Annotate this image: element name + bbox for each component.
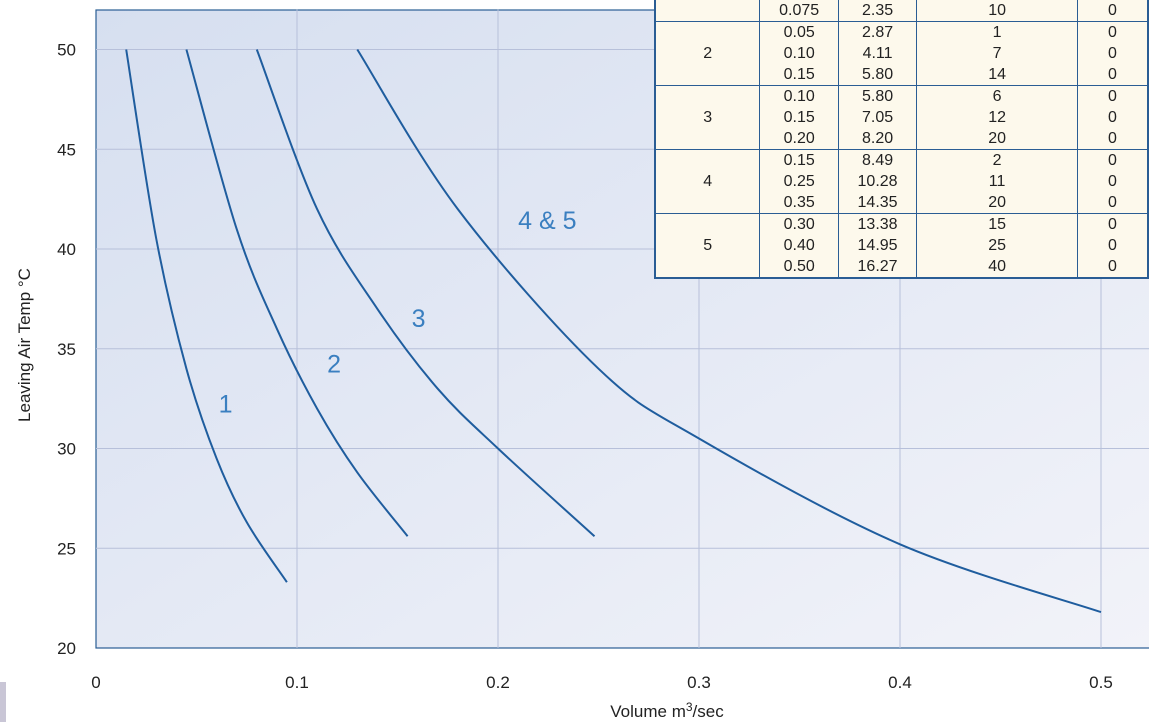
x-tick-label: 0.3 — [687, 673, 711, 692]
table-row: 2 0.05 2.87 1 0 — [654, 21, 1149, 86]
table-cell-rest: 0 — [1076, 213, 1149, 235]
table-cell-count: 6 — [916, 85, 1078, 107]
table-cell-count: 15 — [916, 213, 1078, 235]
table-cell-rest: 0 — [1076, 192, 1149, 214]
table-cell-count: 12 — [916, 107, 1078, 128]
table-cell-count: 14 — [916, 64, 1078, 86]
x-tick-labels: 0 0.1 0.2 0.3 0.4 0.5 — [91, 673, 1113, 692]
table-cell-rest: 0 — [1076, 64, 1149, 86]
table-cell-rest: 0 — [1076, 107, 1149, 128]
table-row: 0.50 16.27 40 0 — [655, 256, 1149, 279]
x-tick-label: 0.2 — [486, 673, 510, 692]
table-row: 0.40 14.95 25 0 — [655, 235, 1149, 256]
table-cell-value: 4.11 — [837, 43, 918, 64]
table-cell-value: 8.49 — [837, 149, 918, 171]
curve-label: 1 — [219, 391, 233, 419]
table-cell-volume: 0.10 — [759, 85, 839, 107]
curve-series-4-5 — [356, 48, 1102, 614]
left-edge-strip — [0, 682, 6, 722]
table-cell-volume: 0.30 — [759, 213, 839, 235]
table-cell-count: 2 — [916, 149, 1078, 171]
table-cell-rest: 0 — [1076, 0, 1149, 22]
y-tick-label: 35 — [57, 340, 76, 359]
table-cell-value: 2.35 — [837, 0, 918, 22]
y-tick-label: 20 — [57, 639, 76, 658]
table-cell-count: 40 — [916, 256, 1078, 279]
table-row: 0.20 8.20 20 0 — [655, 128, 1149, 150]
table-cell-group: 3 — [654, 85, 761, 150]
table-row: 5 0.30 13.38 15 0 — [654, 213, 1149, 279]
table-cell-volume: 0.15 — [759, 107, 839, 128]
y-tick-label: 30 — [57, 440, 76, 459]
curve-labels: 1 2 3 4 & 5 — [219, 207, 577, 419]
table-cell-value: 10.28 — [837, 171, 918, 192]
table-cell-count: 11 — [916, 171, 1078, 192]
curve-series-2 — [185, 49, 409, 537]
y-tick-labels: 20 25 30 35 40 45 50 — [57, 41, 76, 659]
curve-series-1 — [125, 49, 288, 583]
table-cell-value: 2.87 — [837, 21, 918, 43]
table-cell-count: 10 — [916, 0, 1078, 22]
table-cell-value: 13.38 — [837, 213, 918, 235]
table-cell-group: 2 — [654, 21, 761, 86]
table-cell-value: 7.05 — [837, 107, 918, 128]
table-row: 0.15 5.80 14 0 — [655, 64, 1149, 86]
x-tick-label: 0.5 — [1089, 673, 1113, 692]
table-cell-volume: 0.05 — [759, 21, 839, 43]
table-cell-volume: 0.10 — [759, 43, 839, 64]
table-cell-value: 8.20 — [837, 128, 918, 150]
table-row: 0.075 2.35 10 0 — [654, 0, 1149, 22]
table-cell-volume: 0.075 — [759, 0, 839, 22]
table-row: 0.15 7.05 12 0 — [655, 107, 1149, 128]
data-table: 0.075 2.35 10 0 2 0.05 2.87 1 0 0.10 4.11 7 0 0.15 5.8… — [654, 0, 1149, 279]
table-cell-count: 20 — [916, 128, 1078, 150]
y-tick-label: 50 — [57, 41, 76, 60]
table-cell-rest: 0 — [1076, 21, 1149, 43]
table-cell-volume: 0.35 — [759, 192, 839, 214]
table-cell-count: 20 — [916, 192, 1078, 214]
table-cell-group — [654, 0, 761, 22]
table-cell-value: 14.35 — [837, 192, 918, 214]
table-cell-value: 16.27 — [837, 256, 918, 279]
x-tick-label: 0.1 — [285, 673, 309, 692]
table-cell-volume: 0.15 — [759, 149, 839, 171]
table-cell-volume: 0.25 — [759, 171, 839, 192]
y-axis-title: Leaving Air Temp °C — [15, 268, 34, 422]
y-tick-label: 40 — [57, 240, 76, 259]
table-row: 3 0.10 5.80 6 0 — [654, 85, 1149, 150]
table-row: 0.10 4.11 7 0 — [655, 43, 1149, 64]
table-cell-value: 5.80 — [837, 64, 918, 86]
table-cell-volume: 0.20 — [759, 128, 839, 150]
table-cell-rest: 0 — [1076, 128, 1149, 150]
table-cell-rest: 0 — [1076, 85, 1149, 107]
x-axis-title: Volume m3/sec — [610, 700, 724, 721]
x-tick-label: 0.4 — [888, 673, 912, 692]
y-tick-label: 45 — [57, 140, 76, 159]
y-tick-label: 25 — [57, 539, 76, 558]
table-cell-value: 14.95 — [837, 235, 918, 256]
table-cell-rest: 0 — [1076, 235, 1149, 256]
table-cell-rest: 0 — [1076, 149, 1149, 171]
table-cell-rest: 0 — [1076, 43, 1149, 64]
table-cell-rest: 0 — [1076, 171, 1149, 192]
curves — [125, 48, 1102, 614]
table-row: 0.25 10.28 11 0 — [655, 171, 1149, 192]
curve-series-3 — [255, 49, 596, 538]
table-cell-volume: 0.50 — [759, 256, 839, 279]
table-cell-value: 5.80 — [837, 85, 918, 107]
curve-label: 3 — [412, 305, 426, 333]
table-cell-count: 25 — [916, 235, 1078, 256]
table-cell-rest: 0 — [1076, 256, 1149, 279]
table-cell-group: 5 — [654, 213, 761, 279]
x-tick-label: 0 — [91, 673, 100, 692]
table-row: 4 0.15 8.49 2 0 — [654, 149, 1149, 214]
table-cell-volume: 0.15 — [759, 64, 839, 86]
table-cell-count: 7 — [916, 43, 1078, 64]
table-cell-count: 1 — [916, 21, 1078, 43]
curve-label: 4 & 5 — [518, 207, 576, 235]
table-cell-group: 4 — [654, 149, 761, 214]
curve-label: 2 — [327, 351, 341, 379]
table-cell-volume: 0.40 — [759, 235, 839, 256]
